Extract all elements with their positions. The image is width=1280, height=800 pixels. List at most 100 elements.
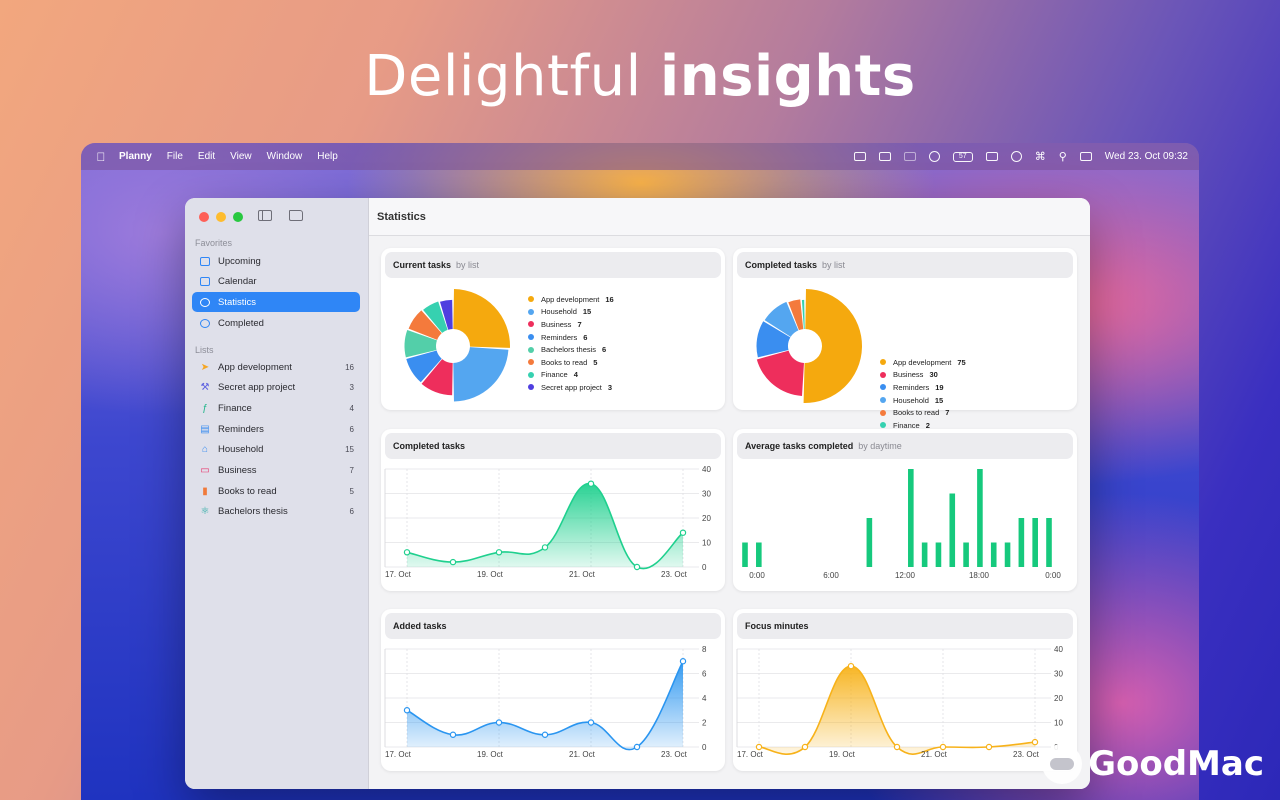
- apple-icon[interactable]: : [87, 150, 115, 164]
- tray-icon: [199, 255, 211, 267]
- bar[interactable]: [977, 469, 983, 567]
- pie-slice[interactable]: [404, 329, 437, 358]
- menu-clock[interactable]: Wed 23. Oct 09:32: [1104, 151, 1188, 162]
- calendar-status-icon[interactable]: [853, 152, 866, 161]
- data-point[interactable]: [939, 743, 947, 751]
- data-point[interactable]: [541, 731, 549, 738]
- legend-swatch: [880, 384, 886, 391]
- bar[interactable]: [1004, 542, 1011, 568]
- data-point[interactable]: [633, 563, 641, 571]
- favorites-calendar[interactable]: Calendar: [192, 272, 360, 292]
- menu-window[interactable]: Window: [266, 151, 303, 162]
- pie-slice[interactable]: [453, 289, 510, 348]
- data-point[interactable]: [801, 743, 809, 751]
- zoom-button[interactable]: [233, 212, 243, 222]
- pie-slice[interactable]: [406, 350, 442, 383]
- data-point[interactable]: [587, 719, 595, 726]
- data-point[interactable]: [679, 529, 687, 536]
- swift-icon: ➤: [200, 361, 210, 373]
- favorites-completed[interactable]: Completed: [192, 313, 360, 333]
- tray-status-icon[interactable]: [878, 152, 891, 161]
- legend-item: Secret app project 3: [528, 381, 614, 394]
- pie-slice[interactable]: [788, 299, 804, 331]
- new-list-icon[interactable]: [289, 210, 303, 221]
- search-icon[interactable]: ⚲: [1058, 151, 1067, 163]
- y-tick-label: 2: [702, 719, 707, 728]
- pie-slice[interactable]: [408, 310, 442, 340]
- bar[interactable]: [921, 542, 928, 568]
- data-point[interactable]: [679, 658, 687, 665]
- control-center-icon[interactable]: [1079, 152, 1092, 161]
- pie-slice[interactable]: [421, 359, 453, 396]
- pie-slice[interactable]: [756, 321, 791, 358]
- menu-file[interactable]: File: [166, 151, 183, 162]
- minimize-button[interactable]: [216, 212, 226, 222]
- data-point[interactable]: [495, 719, 503, 726]
- bar[interactable]: [990, 542, 997, 568]
- lists-bachelors-thesis[interactable]: ⚛ Bachelors thesis 6: [192, 502, 360, 522]
- data-point[interactable]: [449, 731, 457, 738]
- pie-slice[interactable]: [756, 350, 804, 396]
- close-button[interactable]: [199, 212, 209, 222]
- display-status-icon[interactable]: [903, 152, 916, 161]
- lists-business[interactable]: ▭ Business 7: [192, 460, 360, 480]
- legend-label: Bachelors thesis: [541, 345, 597, 355]
- menu-app-name[interactable]: Planny: [119, 151, 152, 162]
- lists-finance[interactable]: ƒ Finance 4: [192, 398, 360, 418]
- bar[interactable]: [949, 493, 956, 568]
- list-count: 15: [345, 445, 354, 455]
- data-point[interactable]: [403, 707, 411, 714]
- menu-view[interactable]: View: [230, 151, 252, 162]
- favorites-statistics[interactable]: Statistics: [192, 292, 360, 313]
- data-point[interactable]: [541, 544, 549, 551]
- data-point[interactable]: [403, 549, 411, 556]
- bar[interactable]: [935, 542, 942, 568]
- data-point[interactable]: [633, 743, 641, 751]
- keyboard-icon[interactable]: [985, 152, 998, 161]
- y-tick-label: 30: [1054, 670, 1063, 679]
- legend-item: Business 30: [880, 369, 966, 382]
- favorites-upcoming[interactable]: Upcoming: [192, 251, 360, 271]
- wifi-icon[interactable]: ⌘: [1034, 151, 1046, 163]
- data-point[interactable]: [495, 549, 503, 556]
- lists-app-development[interactable]: ➤ App development 16: [192, 357, 360, 377]
- sidebar-toggle-icon[interactable]: [258, 210, 272, 221]
- pie-slice[interactable]: [453, 347, 509, 402]
- x-tick-label: 21. Oct: [569, 570, 596, 579]
- card-header: Added tasks: [385, 613, 721, 639]
- favorites-nav: Upcoming Calendar Statistics Completed: [192, 251, 360, 334]
- pie-slice[interactable]: [439, 299, 453, 330]
- pie-slice[interactable]: [423, 301, 448, 333]
- data-point[interactable]: [893, 743, 901, 751]
- data-point[interactable]: [587, 480, 595, 487]
- play-icon[interactable]: [1010, 151, 1022, 162]
- lists-books-to-read[interactable]: ▮ Books to read 5: [192, 481, 360, 501]
- bar[interactable]: [1018, 518, 1025, 567]
- pie-slice[interactable]: [801, 299, 805, 330]
- data-point[interactable]: [1031, 738, 1039, 746]
- battery-icon[interactable]: 57: [952, 151, 973, 162]
- pie-slice[interactable]: [803, 289, 863, 403]
- menu-help[interactable]: Help: [317, 151, 338, 162]
- data-point[interactable]: [755, 743, 763, 751]
- bar[interactable]: [908, 469, 914, 567]
- legend-label: Secret app project: [541, 382, 602, 392]
- data-point[interactable]: [847, 662, 855, 670]
- bar[interactable]: [866, 518, 873, 567]
- bar[interactable]: [1046, 518, 1052, 567]
- data-point[interactable]: [985, 743, 993, 751]
- bar[interactable]: [756, 542, 762, 568]
- legend-value: 6: [602, 345, 607, 355]
- bar[interactable]: [1032, 518, 1038, 567]
- menu-edit[interactable]: Edit: [197, 151, 216, 162]
- lists-household[interactable]: ⌂ Household 15: [192, 440, 360, 460]
- layers-icon[interactable]: [928, 151, 940, 162]
- data-point[interactable]: [449, 558, 457, 566]
- pie-slice[interactable]: [764, 301, 799, 337]
- bar[interactable]: [963, 542, 969, 568]
- legend-label: Household: [893, 395, 929, 405]
- bar[interactable]: [742, 542, 748, 568]
- lists-reminders[interactable]: ▤ Reminders 6: [192, 419, 360, 439]
- lists-secret-app-project[interactable]: ⚒ Secret app project 3: [192, 378, 360, 398]
- legend-item: App development 16: [528, 293, 614, 306]
